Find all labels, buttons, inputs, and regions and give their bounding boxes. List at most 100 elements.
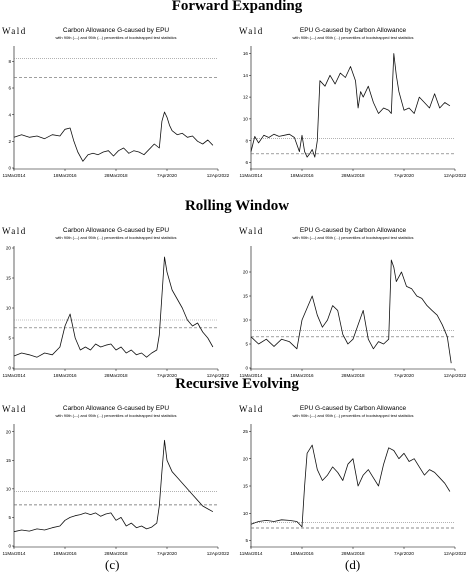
x-tick-label: 7Apr2020 xyxy=(157,373,177,378)
y-tick-label: 20 xyxy=(243,456,249,461)
y-tick-label: 10 xyxy=(6,306,12,311)
y-tick-label: 0 xyxy=(245,366,248,371)
series-line xyxy=(13,256,214,358)
y-tick-label: 20 xyxy=(243,270,249,275)
chart-subtitle: with 90th (---) and 95th (...) percentil… xyxy=(56,413,177,418)
chart-panel: Wald Carbon Allowance G-caused by EPU with… xyxy=(0,22,230,180)
chart-title: EPU G-caused by Carbon Allowance xyxy=(300,27,407,34)
series-line xyxy=(250,259,452,364)
x-tick-label: 12Apr2022 xyxy=(444,551,467,556)
y-tick-label: 10 xyxy=(6,486,12,491)
x-tick-label: 18Mar2016 xyxy=(290,173,314,178)
y-axis-label: Wald xyxy=(239,226,264,236)
section-title-recursive-evolving: Recursive Evolving xyxy=(175,376,299,392)
y-axis-label: Wald xyxy=(2,26,27,36)
y-tick-label: 15 xyxy=(6,458,12,463)
line-chart: Wald EPU G-caused by Carbon Allowancewith… xyxy=(239,26,467,178)
x-tick-label: 28Mar2018 xyxy=(104,173,128,178)
chart-title: Carbon Allowance G-caused by EPU xyxy=(63,27,170,34)
x-tick-label: 11Mar2014 xyxy=(3,173,26,178)
x-tick-label: 18Mar2016 xyxy=(53,373,77,378)
x-tick-label: 28Mar2018 xyxy=(104,551,128,556)
x-tick-label: 12Apr2022 xyxy=(444,173,467,178)
y-tick-label: 12 xyxy=(243,95,249,100)
x-tick-label: 7Apr2020 xyxy=(157,551,177,556)
caption-c: (c) xyxy=(105,557,120,572)
chart-panel: Wald Carbon Allowance G-caused by EPU with… xyxy=(0,222,230,380)
chart-subtitle: with 90th (---) and 95th (...) percentil… xyxy=(293,413,414,418)
y-tick-label: 16 xyxy=(243,51,249,56)
x-tick-label: 11Mar2014 xyxy=(3,551,26,556)
x-tick-label: 11Mar2014 xyxy=(240,373,263,378)
x-tick-label: 12Apr2022 xyxy=(444,373,467,378)
y-tick-label: 5 xyxy=(8,515,11,520)
caption-d: (d) xyxy=(345,557,361,572)
chart-subtitle: with 90th (---) and 95th (...) percentil… xyxy=(56,35,177,40)
chart-title: Carbon Allowance G-caused by EPU xyxy=(63,227,170,234)
y-tick-label: 20 xyxy=(6,429,12,434)
y-tick-label: 8 xyxy=(8,59,11,64)
y-tick-label: 20 xyxy=(6,246,12,251)
y-tick-label: 2 xyxy=(8,139,11,144)
y-tick-label: 5 xyxy=(245,538,248,543)
y-tick-label: 15 xyxy=(243,484,249,489)
x-tick-label: 28Mar2018 xyxy=(341,173,365,178)
section-title-forward-expanding: Forward Expanding xyxy=(171,0,303,14)
x-tick-label: 28Mar2018 xyxy=(104,373,128,378)
y-tick-label: 10 xyxy=(243,117,249,122)
line-chart: Wald Carbon Allowance G-caused by EPUwith… xyxy=(2,26,230,178)
chart-title: EPU G-caused by Carbon Allowance xyxy=(300,227,407,234)
x-tick-label: 7Apr2020 xyxy=(157,173,177,178)
chart-panel: Wald EPU G-caused by Carbon Allowance with… xyxy=(237,400,467,558)
y-axis-label: Wald xyxy=(239,404,264,414)
x-tick-label: 7Apr2020 xyxy=(394,551,414,556)
chart-subtitle: with 90th (---) and 95th (...) percentil… xyxy=(293,35,414,40)
chart-panel: Wald EPU G-caused by Carbon Allowance with… xyxy=(237,222,467,380)
x-tick-label: 12Apr2022 xyxy=(207,373,230,378)
chart-panel: Wald EPU G-caused by Carbon Allowance with… xyxy=(237,22,467,180)
y-axis-label: Wald xyxy=(2,404,27,414)
y-tick-label: 6 xyxy=(245,160,248,165)
y-tick-label: 5 xyxy=(8,336,11,341)
y-axis-label: Wald xyxy=(239,26,264,36)
chart-panel: Wald Carbon Allowance G-caused by EPU with… xyxy=(0,400,230,558)
y-tick-label: 8 xyxy=(245,138,248,143)
chart-subtitle: with 90th (---) and 95th (...) percentil… xyxy=(56,235,177,240)
y-tick-label: 6 xyxy=(8,86,11,91)
y-tick-label: 15 xyxy=(243,294,249,299)
line-chart: Wald Carbon Allowance G-caused by EPUwith… xyxy=(2,404,230,556)
x-tick-label: 18Mar2016 xyxy=(290,373,314,378)
y-tick-label: 0 xyxy=(8,166,11,171)
y-tick-label: 15 xyxy=(6,276,12,281)
series-line xyxy=(250,53,451,158)
y-tick-label: 0 xyxy=(8,544,11,549)
x-tick-label: 18Mar2016 xyxy=(53,551,77,556)
x-tick-label: 18Mar2016 xyxy=(290,551,314,556)
x-tick-label: 12Apr2022 xyxy=(207,173,230,178)
line-chart: Wald EPU G-caused by Carbon Allowancewith… xyxy=(239,404,467,556)
x-tick-label: 11Mar2014 xyxy=(3,373,26,378)
chart-title: Carbon Allowance G-caused by EPU xyxy=(63,405,170,412)
x-tick-label: 18Mar2016 xyxy=(53,173,77,178)
y-tick-label: 10 xyxy=(243,318,249,323)
x-tick-label: 28Mar2018 xyxy=(341,551,365,556)
line-chart: Wald EPU G-caused by Carbon Allowancewith… xyxy=(239,226,467,378)
x-tick-label: 28Mar2018 xyxy=(341,373,365,378)
chart-subtitle: with 90th (---) and 95th (...) percentil… xyxy=(293,235,414,240)
y-tick-label: 5 xyxy=(245,342,248,347)
y-tick-label: 14 xyxy=(243,73,249,78)
x-tick-label: 12Apr2022 xyxy=(207,551,230,556)
y-tick-label: 10 xyxy=(243,511,249,516)
series-line xyxy=(250,444,451,528)
y-tick-label: 4 xyxy=(8,112,11,117)
line-chart: Wald Carbon Allowance G-caused by EPUwith… xyxy=(2,226,230,378)
y-axis-label: Wald xyxy=(2,226,27,236)
chart-title: EPU G-caused by Carbon Allowance xyxy=(300,405,407,412)
x-tick-label: 7Apr2020 xyxy=(394,373,414,378)
section-title-rolling-window: Rolling Window xyxy=(184,198,290,214)
x-tick-label: 11Mar2014 xyxy=(240,173,263,178)
series-line xyxy=(13,111,214,162)
x-tick-label: 11Mar2014 xyxy=(240,551,263,556)
x-tick-label: 7Apr2020 xyxy=(394,173,414,178)
y-tick-label: 25 xyxy=(243,429,249,434)
